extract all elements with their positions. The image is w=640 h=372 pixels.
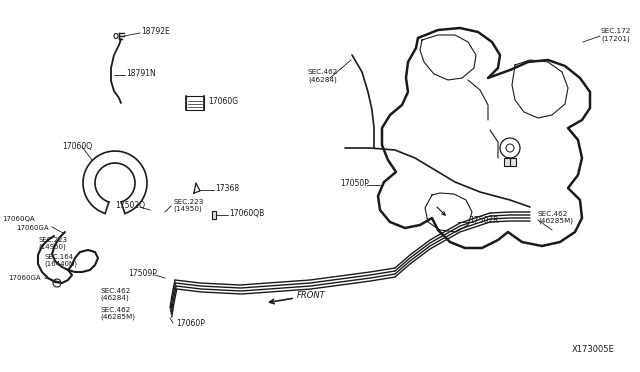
- Text: (14950): (14950): [38, 244, 66, 250]
- Text: (46285M): (46285M): [538, 218, 573, 224]
- Text: 18792E: 18792E: [141, 26, 170, 35]
- Text: (17201): (17201): [601, 36, 630, 42]
- Text: 17509P: 17509P: [128, 269, 157, 279]
- Text: 17502R: 17502R: [469, 215, 499, 224]
- Text: 17060P: 17060P: [176, 318, 205, 327]
- Text: 17368: 17368: [215, 183, 239, 192]
- Text: 17050P: 17050P: [340, 179, 369, 187]
- Text: SEC.462: SEC.462: [100, 307, 131, 313]
- Text: 17060QB: 17060QB: [229, 208, 264, 218]
- Text: X173005E: X173005E: [572, 346, 615, 355]
- FancyBboxPatch shape: [212, 211, 216, 219]
- Text: SEC.164: SEC.164: [44, 254, 73, 260]
- FancyBboxPatch shape: [504, 158, 516, 166]
- Text: 17502Q: 17502Q: [115, 201, 145, 209]
- Text: 17060QA: 17060QA: [2, 216, 35, 222]
- Text: 17060GA: 17060GA: [8, 275, 40, 281]
- Text: SEC.223: SEC.223: [173, 199, 204, 205]
- Text: (16440N): (16440N): [44, 261, 77, 267]
- Text: SEC.172: SEC.172: [601, 28, 632, 34]
- Text: (46284): (46284): [100, 295, 129, 301]
- Text: SEC.223: SEC.223: [38, 237, 67, 243]
- Text: SEC.462: SEC.462: [100, 288, 131, 294]
- Text: (46284): (46284): [308, 77, 337, 83]
- Text: FRONT: FRONT: [297, 292, 326, 301]
- Text: 17060G: 17060G: [208, 96, 238, 106]
- Text: SEC.462: SEC.462: [538, 211, 568, 217]
- Text: 17060GA: 17060GA: [16, 225, 49, 231]
- Text: (46285M): (46285M): [100, 314, 135, 320]
- Text: 17060Q: 17060Q: [62, 141, 92, 151]
- Text: (14950): (14950): [173, 206, 202, 212]
- Text: SEC.462: SEC.462: [308, 69, 339, 75]
- FancyBboxPatch shape: [186, 96, 204, 110]
- Text: 18791N: 18791N: [126, 68, 156, 77]
